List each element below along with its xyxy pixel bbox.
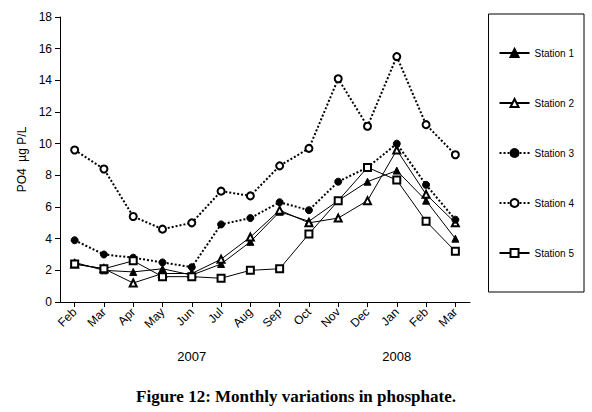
- svg-text:Station 4: Station 4: [535, 198, 575, 209]
- svg-text:Aug: Aug: [230, 305, 255, 330]
- svg-text:Station 1: Station 1: [535, 48, 575, 59]
- svg-text:Station 5: Station 5: [535, 248, 575, 259]
- svg-text:Sep: Sep: [260, 305, 285, 330]
- svg-text:Feb: Feb: [55, 305, 80, 330]
- svg-text:4: 4: [45, 232, 52, 246]
- svg-text:14: 14: [39, 73, 53, 87]
- svg-text:Jun: Jun: [173, 305, 197, 329]
- svg-text:Nov: Nov: [318, 305, 343, 330]
- svg-text:8: 8: [45, 168, 52, 182]
- svg-text:Feb: Feb: [407, 305, 432, 330]
- svg-text:2007: 2007: [177, 349, 206, 364]
- svg-text:2008: 2008: [382, 349, 411, 364]
- svg-text:6: 6: [45, 200, 52, 214]
- svg-text:Station 3: Station 3: [535, 148, 575, 159]
- svg-text:12: 12: [39, 105, 53, 119]
- svg-text:Jul: Jul: [205, 305, 226, 326]
- svg-text:Oct: Oct: [291, 305, 315, 329]
- svg-text:Mar: Mar: [84, 305, 109, 329]
- svg-text:18: 18: [39, 10, 53, 24]
- svg-text:0: 0: [45, 295, 52, 309]
- svg-text:May: May: [142, 305, 168, 331]
- svg-text:16: 16: [39, 42, 53, 56]
- svg-text:2: 2: [45, 263, 52, 277]
- svg-text:PO4 µg P/L: PO4 µg P/L: [15, 126, 29, 192]
- svg-text:Dec: Dec: [347, 305, 372, 330]
- svg-text:Jan: Jan: [378, 305, 402, 329]
- svg-text:Figure 12: Monthly variations: Figure 12: Monthly variations in phospha…: [136, 387, 456, 406]
- svg-text:Mar: Mar: [436, 305, 460, 329]
- svg-text:Station 2: Station 2: [535, 98, 575, 109]
- svg-text:10: 10: [39, 137, 53, 151]
- svg-text:Apr: Apr: [115, 305, 138, 328]
